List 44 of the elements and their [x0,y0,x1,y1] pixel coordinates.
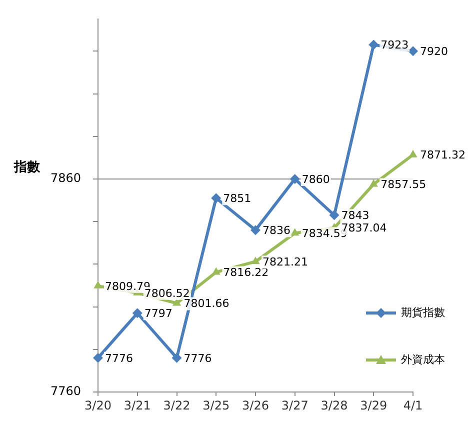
x-tick-label: 3/21 [124,398,151,412]
point [211,193,222,204]
data-label: 7776 [105,352,133,365]
data-label: 7857.55 [380,178,426,192]
point [93,352,103,363]
point [250,225,260,236]
data-label: 7920 [420,45,448,58]
y-axis-title: 指數 [14,159,40,176]
point [290,174,300,184]
point [172,298,182,306]
data-label: 7836 [262,224,290,237]
x-tick-label: 4/1 [403,398,423,412]
x-tick-label: 3/28 [320,398,348,412]
point [329,210,340,220]
legend-label: 期貨指數 [401,306,445,319]
x-tick-label: 3/20 [84,398,112,412]
data-label: 7871.32 [420,148,466,162]
data-label: 7843 [341,209,370,222]
data-label: 7851 [223,192,252,206]
x-tick-label: 3/22 [163,398,190,412]
point [408,46,418,56]
data-label: 7776 [184,352,212,365]
data-label: 7923 [380,38,409,52]
point [212,267,220,275]
legend-label: 外資成本 [401,352,445,366]
x-tick-label: 3/27 [281,398,308,412]
point [290,228,300,236]
data-label: 7821.21 [262,255,308,268]
point [172,352,182,363]
data-label: 7816.22 [223,266,269,280]
x-tick-label: 3/25 [202,398,230,412]
data-label: 7797 [144,307,172,320]
point [369,179,378,187]
x-tick-label: 3/29 [360,398,388,412]
data-label: 7860 [302,172,330,186]
point [408,150,418,158]
x-tick-label: 3/26 [242,398,269,412]
data-label: 7806.52 [144,286,190,300]
point [368,40,379,50]
point [94,280,102,288]
point [132,308,142,318]
y-tick-label: 7760 [50,384,81,398]
point [251,256,260,264]
data-label: 7801.66 [184,297,230,310]
